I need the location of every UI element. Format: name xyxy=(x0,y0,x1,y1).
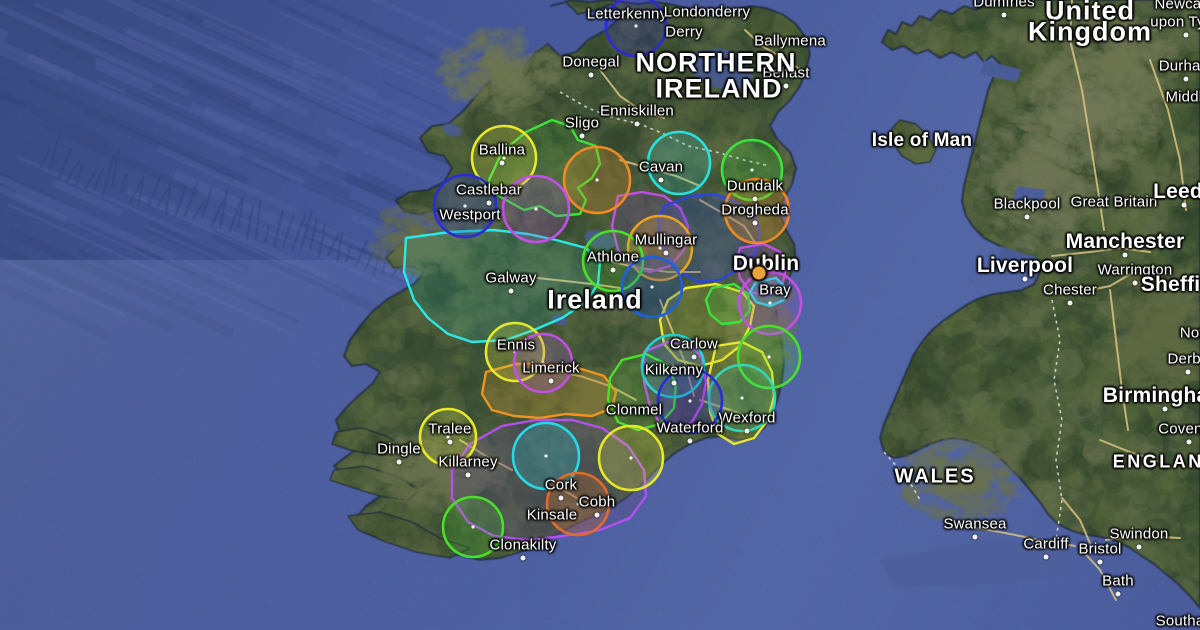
map-marker-dublin-pin[interactable] xyxy=(750,264,768,282)
